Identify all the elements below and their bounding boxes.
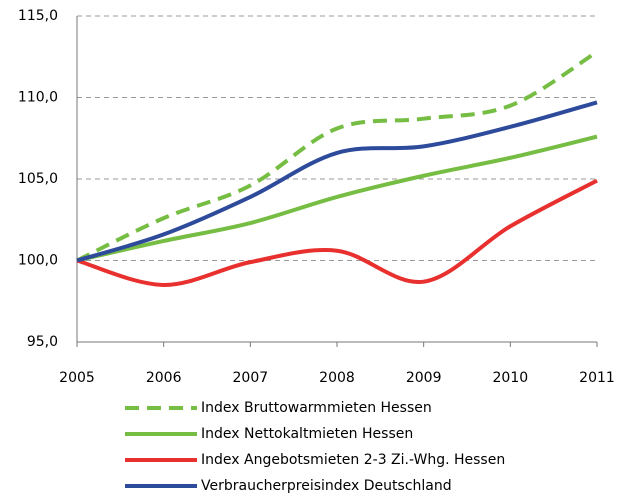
y-tick-label: 100,0 bbox=[18, 253, 58, 269]
x-tick-label: 2005 bbox=[59, 370, 95, 386]
series-line bbox=[76, 178, 598, 287]
series-line bbox=[76, 50, 599, 263]
legend-label: Index Nettokaltmieten Hessen bbox=[201, 426, 413, 442]
x-tick-label: 2006 bbox=[146, 370, 182, 386]
legend-label: Index Bruttowarmmieten Hessen bbox=[201, 400, 432, 416]
y-tick-label: 95,0 bbox=[27, 334, 58, 350]
series-line bbox=[76, 100, 598, 263]
legend-label: Index Angebotsmieten 2-3 Zi.-Whg. Hessen bbox=[201, 452, 505, 468]
x-tick-label: 2011 bbox=[579, 370, 615, 386]
legend-label: Verbraucherpreisindex Deutschland bbox=[201, 478, 452, 494]
y-tick-label: 105,0 bbox=[18, 171, 58, 187]
y-tick-label: 115,0 bbox=[18, 8, 58, 24]
x-tick-label: 2007 bbox=[233, 370, 269, 386]
x-tick-label: 2008 bbox=[319, 370, 355, 386]
series-line bbox=[76, 134, 598, 263]
x-tick-label: 2010 bbox=[493, 370, 529, 386]
x-tick-label: 2009 bbox=[406, 370, 442, 386]
y-tick-label: 110,0 bbox=[18, 90, 58, 106]
